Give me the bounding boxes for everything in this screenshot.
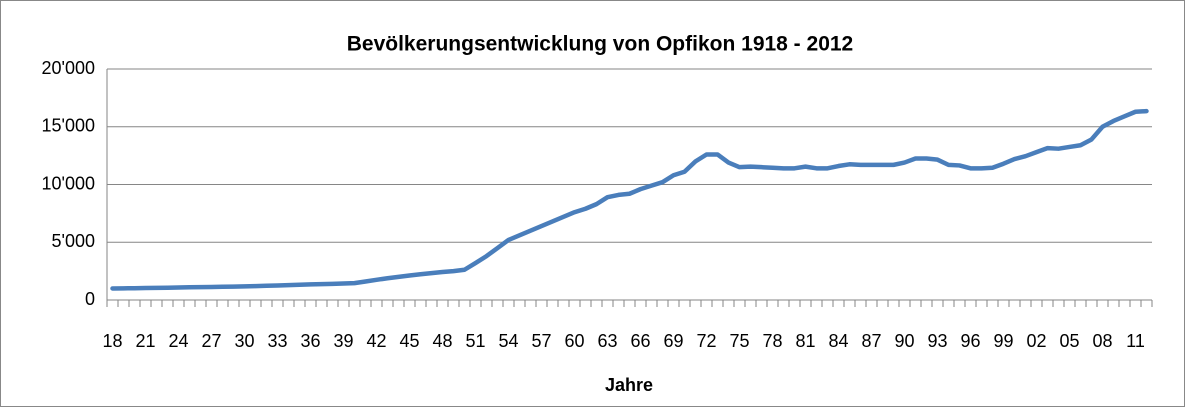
x-tick-label: 96 <box>960 331 980 351</box>
x-tick-label: 51 <box>465 331 485 351</box>
x-tick-label: 21 <box>135 331 155 351</box>
x-tick-label: 63 <box>597 331 617 351</box>
x-tick-label: 39 <box>333 331 353 351</box>
x-tick-label: 36 <box>300 331 320 351</box>
x-tick-label: 81 <box>795 331 815 351</box>
x-tick-label: 11 <box>1126 331 1145 351</box>
x-tick-label: 45 <box>399 331 419 351</box>
y-tick-label: 20'000 <box>42 58 96 78</box>
data-line <box>110 108 1149 291</box>
y-tick-label: 0 <box>85 289 95 309</box>
x-tick-label: 93 <box>927 331 947 351</box>
x-tick-label: 72 <box>696 331 716 351</box>
x-tick-label: 87 <box>861 331 881 351</box>
x-tick-label: 78 <box>762 331 782 351</box>
x-tick-label: 54 <box>498 331 518 351</box>
x-tick-label: 57 <box>531 331 551 351</box>
y-tick-label: 15'000 <box>42 116 96 136</box>
x-tick-label: 75 <box>729 331 749 351</box>
x-axis-label: Jahre <box>605 375 653 395</box>
x-tick-label: 69 <box>663 331 683 351</box>
x-tick-label: 24 <box>168 331 188 351</box>
x-tick-label: 48 <box>432 331 452 351</box>
x-tick-label: 90 <box>894 331 914 351</box>
x-tick-label: 30 <box>234 331 254 351</box>
x-tick-label: 42 <box>366 331 386 351</box>
x-tick-label: 33 <box>267 331 287 351</box>
y-tick-label: 5'000 <box>52 231 95 251</box>
x-tick-label: 66 <box>630 331 650 351</box>
x-tick-label: 02 <box>1026 331 1046 351</box>
x-tick-label: 08 <box>1092 331 1112 351</box>
y-tick-label: 10'000 <box>42 173 96 193</box>
x-tick-label: 84 <box>828 331 848 351</box>
x-tick-label: 05 <box>1059 331 1079 351</box>
x-tick-label: 18 <box>102 331 122 351</box>
x-tick-label: 99 <box>993 331 1013 351</box>
chart-title: Bevölkerungsentwicklung von Opfikon 1918… <box>347 33 853 56</box>
x-tick-label: 27 <box>201 331 221 351</box>
x-tick-label: 60 <box>564 331 584 351</box>
